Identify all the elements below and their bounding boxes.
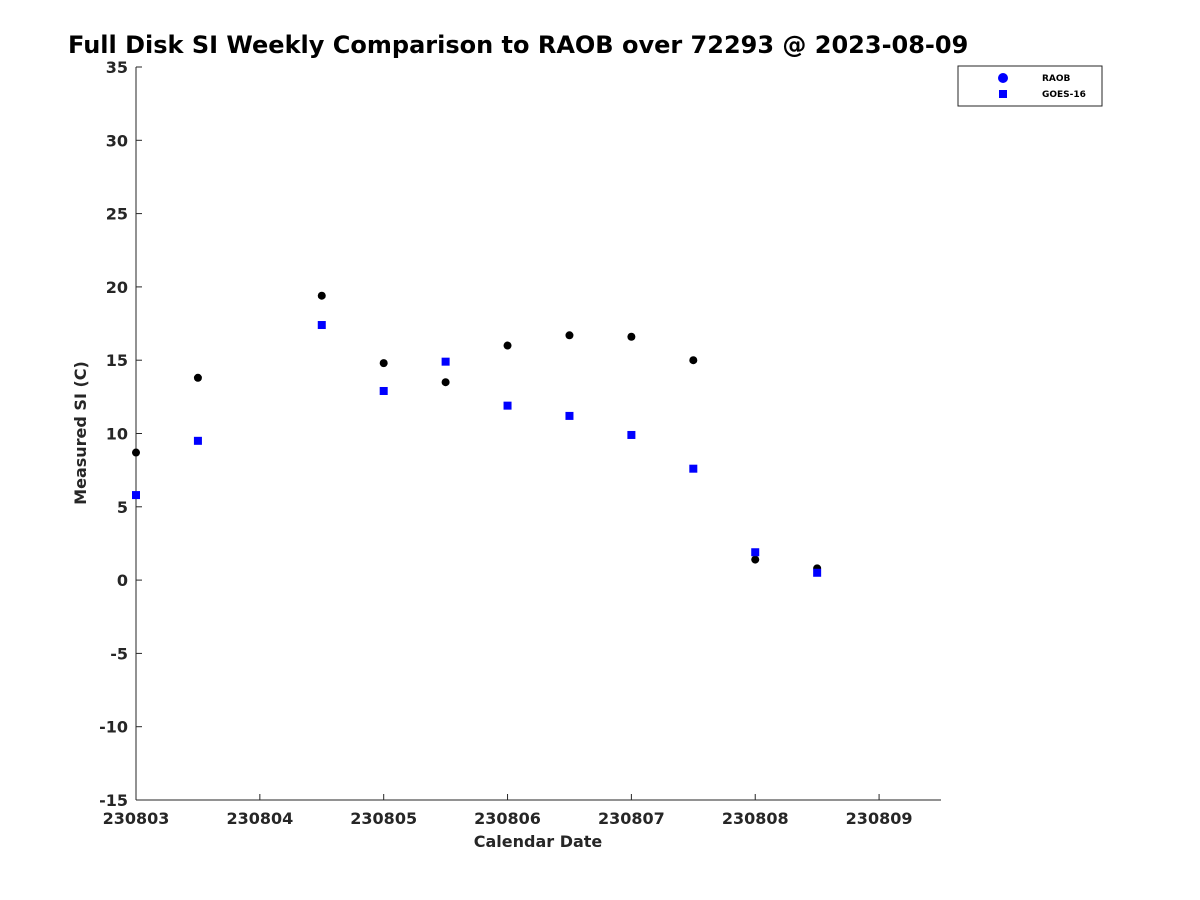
raob-point	[379, 359, 388, 368]
raob-point	[627, 332, 636, 341]
x-tick-label: 230808	[722, 809, 789, 828]
x-tick-label: 230807	[598, 809, 665, 828]
y-tick-label: 15	[106, 351, 128, 370]
goes16-point	[751, 548, 760, 557]
data-points	[132, 291, 822, 577]
x-tick-label: 230805	[350, 809, 417, 828]
y-tick-label: -15	[99, 791, 128, 810]
y-tick-label: 10	[106, 425, 128, 444]
y-tick-label: 35	[106, 58, 128, 77]
x-tick-label: 230804	[226, 809, 293, 828]
raob-point	[441, 378, 450, 387]
legend-raob-label: RAOB	[1042, 74, 1071, 84]
goes16-point	[503, 401, 512, 410]
goes16-point	[689, 464, 698, 473]
raob-point	[193, 373, 202, 382]
raob-point	[689, 356, 698, 365]
series-raob	[132, 291, 822, 573]
x-tick-label: 230809	[846, 809, 913, 828]
plot-axes	[135, 67, 941, 801]
goes16-point	[132, 491, 140, 500]
goes16-point	[193, 436, 202, 445]
x-tick-label: 230806	[474, 809, 541, 828]
goes16-point	[565, 411, 574, 420]
x-tick-label: 230803	[103, 809, 170, 828]
raob-point	[751, 555, 760, 564]
x-axis-label: Calendar Date	[474, 832, 603, 851]
y-ticks: 35 30 25 20 15 10 5 0 -5 -10 -15	[99, 58, 142, 810]
y-tick-label: 30	[106, 131, 128, 150]
y-tick-label: -10	[99, 718, 128, 737]
y-tick-label: 25	[106, 205, 128, 224]
legend-goes-label: GOES-16	[1042, 90, 1086, 100]
x-ticks: 230803 230804 230805 230806 230807 230808 2308…	[103, 794, 913, 828]
raob-point	[503, 341, 512, 350]
goes16-point	[813, 568, 822, 577]
y-tick-label: 5	[117, 498, 128, 517]
legend-raob-marker	[998, 73, 1008, 83]
y-tick-label: -5	[110, 644, 128, 663]
raob-point	[565, 331, 574, 340]
raob-point	[317, 291, 326, 300]
legend-box	[957, 65, 1103, 107]
chart-title: Full Disk SI Weekly Comparison to RAOB o…	[68, 31, 968, 59]
y-tick-label: 20	[106, 278, 128, 297]
goes16-point	[379, 386, 388, 395]
series-goes-16	[132, 321, 822, 577]
y-axis-label: Measured SI (C)	[71, 361, 90, 505]
legend-goes-marker	[999, 90, 1007, 98]
legend: RAOB GOES-16	[957, 65, 1103, 107]
goes16-point	[317, 321, 326, 330]
raob-point	[132, 448, 140, 457]
goes16-point	[627, 430, 636, 439]
y-tick-label: 0	[117, 571, 128, 590]
goes16-point	[441, 357, 450, 366]
